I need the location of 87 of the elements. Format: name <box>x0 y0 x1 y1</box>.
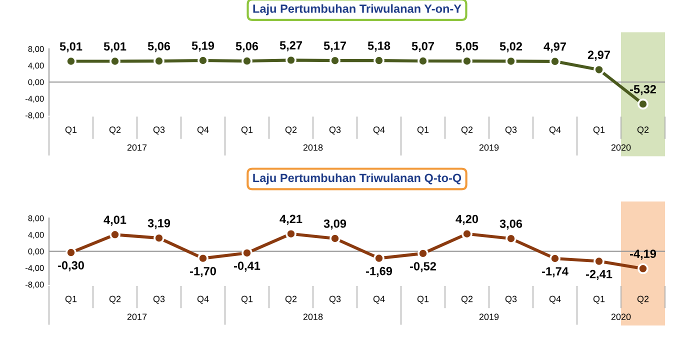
x-tick-label: Q2 <box>637 126 649 135</box>
data-label: -0,30 <box>58 261 84 272</box>
x-tick-label: Q2 <box>109 296 121 304</box>
text: 2019 <box>479 314 499 320</box>
x-tick-label: Q3 <box>329 296 341 304</box>
x-tick-label: Q2 <box>285 126 297 135</box>
y-tick-label: -8,00 <box>26 112 44 120</box>
data-label: 4,01 <box>104 216 126 226</box>
x-tick-label: Q4 <box>197 296 209 304</box>
data-label: 5,17 <box>324 42 346 52</box>
x-tick-label: Q4 <box>549 126 561 135</box>
point <box>242 56 252 66</box>
data-label: -5,32 <box>630 85 656 96</box>
y-tick-label: 8,00 <box>28 215 44 222</box>
point <box>242 248 252 258</box>
x-tick-label: Q4 <box>373 296 385 304</box>
x-tick-label: Q4 <box>373 126 385 135</box>
data-label: 5,01 <box>104 42 126 52</box>
data-label: -1,70 <box>190 266 216 278</box>
y-tick-label: -4,00 <box>26 265 44 272</box>
x-tick-label: Q1 <box>241 296 253 304</box>
y-tick-label: 0,00 <box>28 248 44 256</box>
text: 2017 <box>127 314 147 320</box>
x-tick-label: Q3 <box>505 126 517 135</box>
x-tick-label: Q3 <box>505 296 517 304</box>
data-label: -1,69 <box>366 266 392 277</box>
y-tick-label: -4,00 <box>26 96 44 103</box>
chart-title: Laju Pertumbuhan Triwulanan Y-on-Y <box>253 4 462 16</box>
x-tick-label: Q3 <box>329 126 341 135</box>
x-tick-label: Q1 <box>593 126 605 135</box>
y-tick-label: -8,00 <box>26 282 44 289</box>
x-tick-label: Q2 <box>109 126 121 135</box>
x-tick-label: Q3 <box>153 296 165 304</box>
text: 2020 <box>611 314 631 320</box>
point <box>66 247 76 258</box>
x-tick-label: Q1 <box>417 126 429 135</box>
y-tick-label: 4,00 <box>28 232 44 239</box>
point <box>198 55 208 66</box>
point <box>638 98 648 110</box>
data-label: 5,05 <box>456 42 478 52</box>
point <box>374 55 384 66</box>
data-label: 5,06 <box>148 42 170 52</box>
text: 2018 <box>303 144 323 151</box>
point <box>154 56 164 66</box>
text: 2019 <box>479 144 499 151</box>
data-label: -0,41 <box>234 262 260 272</box>
data-label: 5,01 <box>60 42 82 52</box>
text: 2018 <box>303 314 323 320</box>
point <box>638 263 648 274</box>
data-label: 5,02 <box>500 42 522 52</box>
data-label: 2,97 <box>588 50 610 61</box>
y-tick-label: 8,00 <box>28 46 44 53</box>
data-label: 3,06 <box>500 220 522 230</box>
x-tick-label: Q1 <box>417 296 429 304</box>
data-label: 5,06 <box>236 42 258 52</box>
x-tick-label: Q1 <box>65 296 77 304</box>
y-tick-label: 4,00 <box>28 62 44 70</box>
data-label: 4,97 <box>544 42 566 52</box>
data-label: 3,19 <box>148 219 170 230</box>
text: 2017 <box>127 144 147 151</box>
data-label: -4,19 <box>630 250 656 260</box>
y-tick-label: 0,00 <box>28 79 44 86</box>
data-label: 5,27 <box>280 41 302 52</box>
x-tick-label: Q3 <box>153 126 165 135</box>
x-tick-label: Q2 <box>285 296 297 304</box>
data-label: -1,74 <box>542 267 568 278</box>
data-label: 3,09 <box>324 219 346 230</box>
x-tick-label: Q1 <box>241 126 253 135</box>
point <box>418 56 428 66</box>
point <box>330 233 340 244</box>
data-label: 4,20 <box>456 214 478 225</box>
data-label: 5,18 <box>368 42 390 52</box>
x-tick-label: Q2 <box>461 296 473 304</box>
x-tick-label: Q2 <box>461 126 473 135</box>
x-tick-label: Q1 <box>593 296 605 304</box>
x-tick-label: Q2 <box>637 296 649 304</box>
data-label: 5,19 <box>192 41 214 52</box>
data-label: -2,41 <box>586 270 612 280</box>
data-label: -0,52 <box>410 262 436 272</box>
x-tick-label: Q4 <box>197 126 209 135</box>
data-label: 5,07 <box>412 42 434 52</box>
point <box>550 253 560 264</box>
text: 2020 <box>611 144 631 151</box>
data-label: 4,21 <box>280 214 302 225</box>
chart-title: Laju Pertumbuhan Triwulanan Q-to-Q <box>253 173 462 184</box>
x-tick-label: Q1 <box>65 126 77 135</box>
x-tick-label: Q4 <box>549 296 561 304</box>
